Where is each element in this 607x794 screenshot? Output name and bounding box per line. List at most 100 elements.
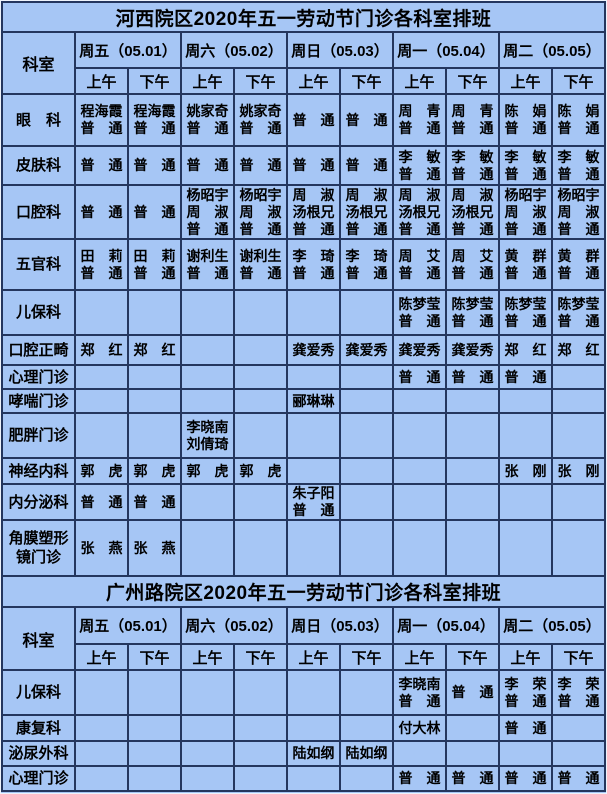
schedule-row: 眼 科程海霞 普 通程海霞 普 通姚家奇 普 通姚家奇 普 通普 通普 通周 青…: [1, 93, 606, 147]
hexi-campus-tbody: 河西院区2020年五一劳动节门诊各科室排班 科室 周五（05.01） 周六（05.02…: [1, 1, 606, 577]
schedule-cell: 普 通: [74, 184, 129, 240]
department-name: 肥胖门诊: [1, 412, 76, 459]
department-name: 口腔科: [1, 184, 76, 240]
schedule-cell: 普 通: [339, 93, 394, 147]
pm-header: 下午: [339, 67, 394, 95]
schedule-cell: 郭 虎: [233, 457, 288, 485]
schedule-cell: 普 通: [392, 765, 447, 792]
schedule-cell: 李 敏 普 通: [445, 145, 500, 186]
pm-header: 下午: [551, 67, 606, 95]
schedule-cell: [339, 714, 394, 742]
schedule-cell: 普 通: [127, 145, 182, 186]
department-name: 哮喘门诊: [1, 388, 76, 414]
schedule-cell: [339, 364, 394, 390]
schedule-cell: 普 通: [445, 669, 500, 716]
table-title: 河西院区2020年五一劳动节门诊各科室排班: [1, 1, 606, 33]
schedule-cell: 普 通: [233, 145, 288, 186]
schedule-cell: 周 艾 普 通: [392, 238, 447, 291]
schedule-cell: [180, 714, 235, 742]
schedule-cell: [127, 669, 182, 716]
guangzhou-road-tbody: 广州路院区2020年五一劳动节门诊各科室排班 科室 周五（05.01） 周六（05.0…: [1, 575, 606, 792]
schedule-cell: 郑 红: [498, 334, 553, 366]
day-header: 周二（05.05）: [498, 31, 606, 69]
schedule-cell: 郑 红: [74, 334, 129, 366]
department-name: 儿保科: [1, 289, 76, 336]
schedule-cell: [392, 412, 447, 459]
schedule-cell: [551, 364, 606, 390]
am-header: 上午: [180, 643, 235, 671]
schedule-cell: [498, 388, 553, 414]
am-header: 上午: [392, 67, 447, 95]
schedule-cell: [74, 714, 129, 742]
schedule-cell: 陈梦莹 普 通: [498, 289, 553, 336]
am-header: 上午: [180, 67, 235, 95]
schedule-cell: [286, 289, 341, 336]
schedule-cell: [233, 364, 288, 390]
schedule-cell: 陈梦莹 普 通: [551, 289, 606, 336]
schedule-cell: [127, 412, 182, 459]
schedule-cell: 周 淑 汤根兄 普 通: [339, 184, 394, 240]
schedule-cell: 姚家奇 普 通: [233, 93, 288, 147]
schedule-cell: 周 青 普 通: [445, 93, 500, 147]
schedule-cell: 谢利生 普 通: [233, 238, 288, 291]
schedule-cell: [180, 334, 235, 366]
schedule-cell: [445, 388, 500, 414]
day-header: 周一（05.04）: [392, 606, 500, 645]
schedule-row: 神经内科郭 虎郭 虎郭 虎郭 虎张 刚张 刚: [1, 457, 606, 485]
schedule-row: 肥胖门诊 李晓南 刘倩琦: [1, 412, 606, 459]
am-header: 上午: [392, 643, 447, 671]
schedule-cell: 周 淑 汤根兄 普 通: [445, 184, 500, 240]
day-header: 周六（05.02）: [180, 606, 288, 645]
schedule-row: 心理门诊普 通普 通普 通普 通: [1, 765, 606, 792]
am-header: 上午: [286, 67, 341, 95]
schedule-cell: [233, 519, 288, 577]
department-column-header: 科室: [1, 31, 76, 95]
pm-header: 下午: [127, 643, 182, 671]
schedule-cell: [339, 669, 394, 716]
schedule-cell: 普 通: [127, 184, 182, 240]
schedule-row: 角膜塑形 镜门诊张 燕张 燕: [1, 519, 606, 577]
schedule-cell: [233, 740, 288, 767]
schedule-cell: [233, 669, 288, 716]
schedule-cell: 朱子阳 普 通: [286, 483, 341, 521]
schedule-row: 内分泌科普 通普 通朱子阳 普 通: [1, 483, 606, 521]
schedule-cell: 李 荣 普 通: [498, 669, 553, 716]
schedule-cell: [286, 765, 341, 792]
schedule-cell: 张 燕: [74, 519, 129, 577]
schedule-cell: 龚爱秀: [445, 334, 500, 366]
schedule-cell: [551, 388, 606, 414]
schedule-cell: [180, 289, 235, 336]
schedule-cell: 陈 娟 普 通: [551, 93, 606, 147]
schedule-cell: [74, 740, 129, 767]
pm-header: 下午: [233, 67, 288, 95]
schedule-row: 口腔正畸郑 红郑 红龚爱秀 龚爱秀 龚爱秀 龚爱秀郑 红郑 红: [1, 334, 606, 366]
schedule-cell: 郦琳琳: [286, 388, 341, 414]
schedule-cell: [445, 519, 500, 577]
schedule-cell: [498, 740, 553, 767]
schedule-cell: 李 琦 普 通: [286, 238, 341, 291]
day-header: 周二（05.05）: [498, 606, 606, 645]
department-name: 心理门诊: [1, 364, 76, 390]
schedule-cell: 李 琦 普 通: [339, 238, 394, 291]
schedule-cell: [74, 412, 129, 459]
schedule-cell: 郭 虎: [74, 457, 129, 485]
schedule-cell: [127, 289, 182, 336]
schedule-cell: [339, 412, 394, 459]
schedule-cell: [180, 388, 235, 414]
schedule-row: 口腔科普 通普 通杨昭宇 周 淑 普 通杨昭宇 周 淑 普 通周 淑 汤根兄 普…: [1, 184, 606, 240]
day-header: 周五（05.01）: [74, 606, 182, 645]
schedule-cell: 郑 红: [127, 334, 182, 366]
schedule-cell: [74, 669, 129, 716]
department-name: 心理门诊: [1, 765, 76, 792]
schedule-cell: 普 通: [445, 364, 500, 390]
schedule-cell: 陈梦莹 普 通: [445, 289, 500, 336]
day-header: 周日（05.03）: [286, 606, 394, 645]
schedule-cell: [551, 412, 606, 459]
schedule-cell: 郑 红: [551, 334, 606, 366]
schedule-cell: 张 燕: [127, 519, 182, 577]
schedule-cell: [339, 765, 394, 792]
schedule-cell: [233, 714, 288, 742]
schedule-cell: [498, 519, 553, 577]
schedule-cell: 周 艾 普 通: [445, 238, 500, 291]
